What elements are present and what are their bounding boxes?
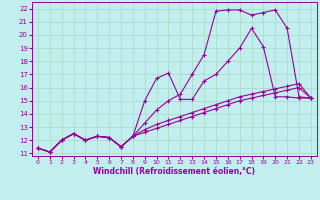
- X-axis label: Windchill (Refroidissement éolien,°C): Windchill (Refroidissement éolien,°C): [93, 167, 255, 176]
